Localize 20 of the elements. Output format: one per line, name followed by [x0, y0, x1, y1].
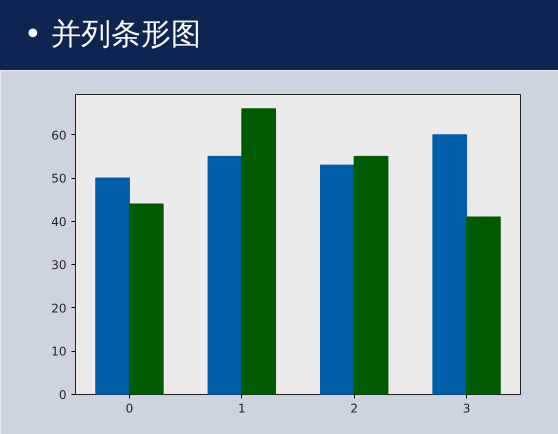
y-tick-label: 40: [51, 214, 67, 229]
bar: [208, 156, 242, 394]
bar: [95, 178, 130, 394]
y-tick-label: 60: [51, 128, 67, 142]
x-tick-label: 1: [238, 402, 246, 416]
bar: [354, 156, 388, 394]
bar: [432, 134, 468, 394]
y-tick-label: 10: [51, 344, 67, 359]
y-tick-label: 30: [51, 258, 67, 272]
bar: [320, 164, 355, 394]
bar: [466, 216, 501, 394]
chart-title: • 并列条形图: [24, 16, 202, 54]
y-tick-label: 50: [51, 172, 67, 186]
x-tick-label: 3: [462, 402, 470, 416]
bar: [128, 204, 164, 394]
x-tick-label: 0: [126, 402, 134, 416]
y-tick-label: 20: [51, 301, 67, 316]
bar: [241, 108, 276, 394]
y-tick-label: 0: [58, 388, 67, 402]
x-tick-label: 2: [350, 402, 358, 416]
